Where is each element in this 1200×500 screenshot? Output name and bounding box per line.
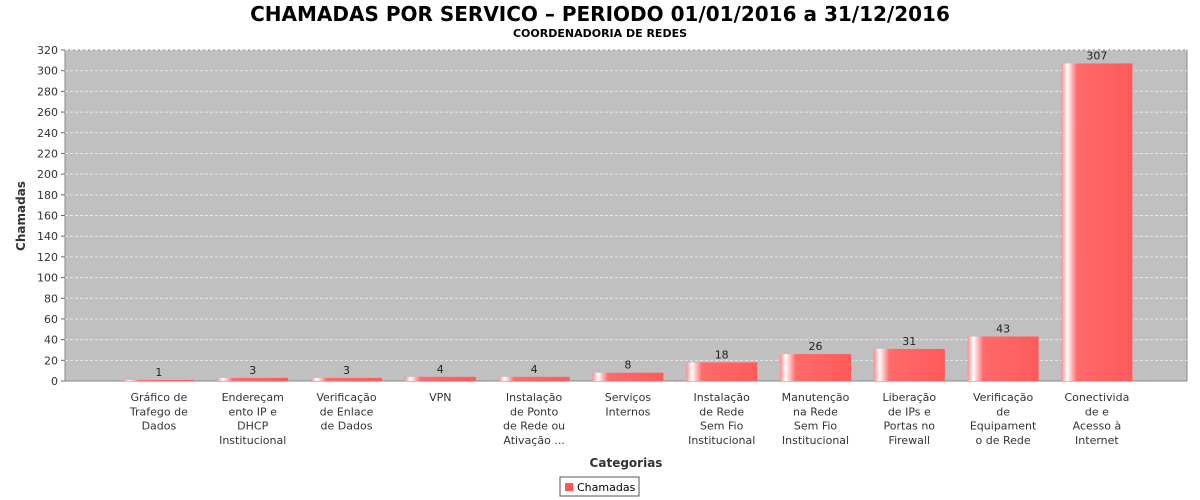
bar bbox=[780, 354, 851, 381]
legend-box bbox=[559, 476, 640, 497]
bar bbox=[498, 376, 570, 381]
category-label: Gráfico de Trafego de Dados bbox=[129, 391, 188, 433]
category-label: Verificação de Enlace de Dados bbox=[316, 391, 377, 433]
bar bbox=[873, 348, 945, 381]
value-label: 26 bbox=[809, 340, 823, 353]
category-label: VPN bbox=[429, 391, 451, 404]
legend-label: Chamadas bbox=[577, 481, 636, 494]
y-tick-label: 80 bbox=[44, 292, 58, 305]
value-labels: 1 3 3 4 4 8 18 26 31 43 307 bbox=[155, 49, 1107, 379]
value-label: 4 bbox=[437, 363, 444, 376]
category-label: Conectivida de e Acesso à Internet bbox=[1064, 391, 1129, 447]
bar bbox=[217, 377, 289, 381]
y-tick-label: 240 bbox=[37, 127, 58, 140]
category-label: Manutenção na Rede Sem Fio Institucional bbox=[782, 391, 850, 447]
value-label: 43 bbox=[996, 323, 1010, 336]
bars bbox=[123, 63, 1133, 382]
category-label: Verificação de Equipament o de Rede bbox=[970, 391, 1037, 447]
y-tick-label: 200 bbox=[37, 168, 58, 181]
bar bbox=[592, 372, 664, 381]
value-label: 3 bbox=[343, 364, 350, 377]
value-label: 8 bbox=[624, 359, 631, 372]
y-tick-label: 40 bbox=[44, 334, 58, 347]
bar bbox=[686, 362, 758, 381]
y-tick-label: 160 bbox=[37, 210, 58, 223]
legend-swatch bbox=[565, 483, 573, 491]
y-axis-ticks: 0 20 40 60 80 100 120 140 160 180 200 220 240 260 280 3… bbox=[37, 44, 65, 388]
y-tick-label: 20 bbox=[44, 354, 58, 367]
value-label: 1 bbox=[155, 366, 162, 379]
value-label: 18 bbox=[715, 348, 729, 361]
value-label: 31 bbox=[902, 335, 916, 348]
category-label: Endereçam ento IP e DHCP Institucional bbox=[219, 391, 286, 447]
x-axis-label: Categorias bbox=[590, 456, 663, 470]
bar bbox=[1061, 63, 1133, 382]
legend: Chamadas bbox=[559, 476, 640, 497]
bar bbox=[404, 376, 476, 381]
value-label: 307 bbox=[1086, 49, 1107, 62]
chart-title: CHAMADAS POR SERVICO – PERIODO 01/01/201… bbox=[250, 2, 950, 26]
y-tick-label: 100 bbox=[37, 272, 58, 285]
y-tick-label: 300 bbox=[37, 65, 58, 78]
y-tick-label: 320 bbox=[37, 44, 58, 57]
category-label: Serviços Internos bbox=[605, 391, 652, 418]
category-label: Liberação de IPs e Portas no Firewall bbox=[882, 391, 936, 447]
y-tick-label: 140 bbox=[37, 230, 58, 243]
value-label: 3 bbox=[249, 364, 256, 377]
bar bbox=[123, 379, 195, 381]
y-tick-label: 220 bbox=[37, 147, 58, 160]
y-tick-label: 0 bbox=[51, 375, 58, 388]
bar bbox=[311, 377, 382, 381]
y-tick-label: 120 bbox=[37, 251, 58, 264]
chart-subtitle: COORDENADORIA DE REDES bbox=[513, 27, 687, 40]
category-label: Instalação de Rede Sem Fio Institucional bbox=[688, 391, 755, 447]
y-tick-label: 180 bbox=[37, 189, 58, 202]
bar bbox=[967, 336, 1039, 381]
category-label: Instalação de Ponto de Rede ou Ativação ... bbox=[503, 391, 565, 447]
category-labels: Gráfico de Trafego de Dados Endereçam ento I… bbox=[129, 391, 1129, 447]
y-axis-label: Chamadas bbox=[14, 181, 28, 251]
y-tick-label: 280 bbox=[37, 85, 58, 98]
value-label: 4 bbox=[531, 363, 538, 376]
y-tick-label: 260 bbox=[37, 106, 58, 119]
y-tick-label: 60 bbox=[44, 313, 58, 326]
